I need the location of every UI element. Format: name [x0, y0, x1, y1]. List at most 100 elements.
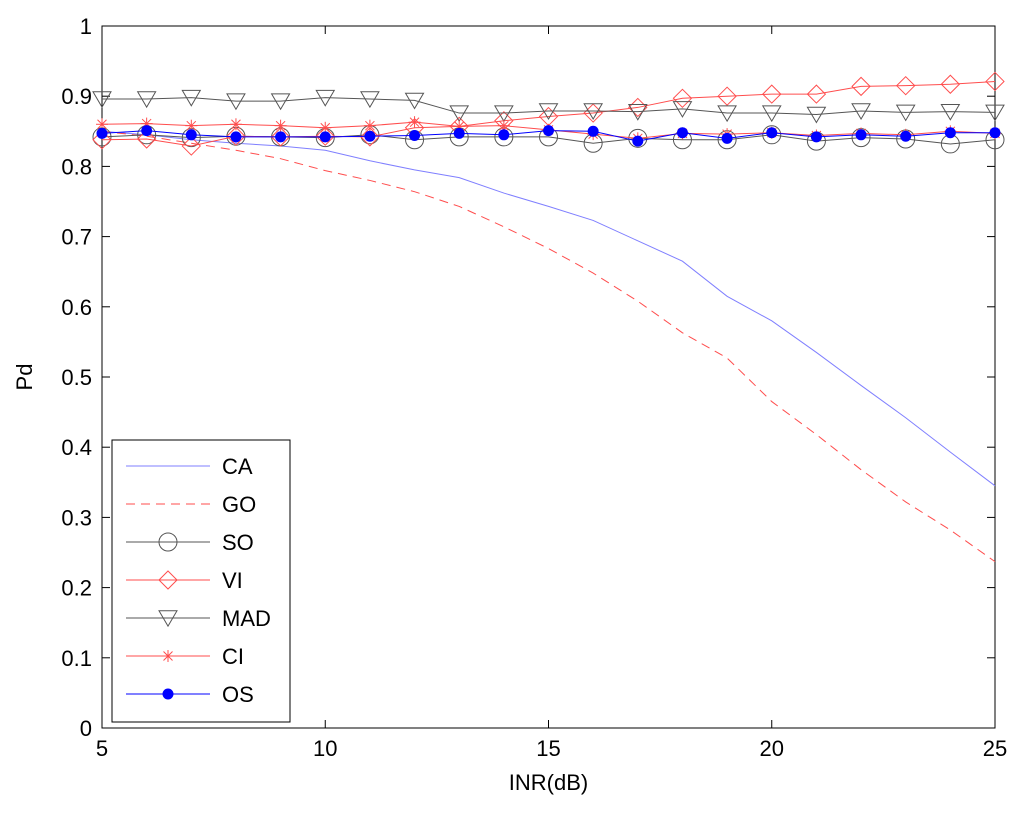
data-point-ci	[274, 119, 287, 132]
data-point-vi	[672, 88, 693, 109]
data-point-os	[498, 129, 510, 141]
legend-marker-so	[158, 532, 178, 552]
data-point-mad	[92, 91, 112, 109]
y-tick-label: 0.2	[61, 576, 92, 601]
series-line-mad	[102, 97, 996, 115]
data-point-mad	[895, 104, 916, 122]
y-tick-label: 0.1	[61, 646, 92, 671]
legend-box	[111, 439, 291, 723]
data-point-os	[810, 131, 822, 143]
data-point-vi	[360, 127, 380, 147]
legend-marker-os	[162, 688, 174, 700]
data-point-os	[587, 125, 599, 137]
data-point-vi	[985, 71, 1005, 92]
series-ca	[101, 130, 996, 487]
data-point-vi	[940, 74, 961, 94]
data-point-os	[944, 127, 956, 139]
data-point-mad	[449, 105, 470, 123]
legend-label-so: SO	[222, 530, 254, 555]
data-point-os	[676, 127, 688, 139]
data-point-mad	[583, 103, 604, 121]
data-point-mad	[226, 93, 246, 111]
data-point-vi	[226, 126, 246, 146]
y-tick-label: 1	[80, 14, 92, 39]
y-tick-label: 0.9	[61, 84, 92, 109]
legend-marker-mad	[158, 610, 178, 628]
series-go	[101, 130, 996, 563]
data-point-vi	[92, 130, 112, 150]
data-point-so	[628, 128, 648, 148]
data-point-os	[96, 127, 108, 139]
y-tick-label: 0.6	[61, 295, 92, 320]
data-point-vi	[583, 103, 603, 123]
data-point-mad	[493, 105, 514, 123]
data-point-mad	[985, 104, 1005, 122]
data-point-mad	[806, 106, 827, 124]
data-point-mad	[761, 105, 782, 123]
data-point-vi	[806, 84, 827, 104]
axis-ticks: 5 10 15 20 25 0 0.1 0.2 0.3 0.4 0.5 0.6 0.7 0.8 0.9 1	[61, 14, 1007, 761]
data-point-vi	[762, 84, 782, 104]
data-point-os	[855, 129, 867, 141]
data-point-os	[141, 125, 153, 137]
data-point-mad	[270, 93, 291, 111]
legend-label-ca: CA	[222, 454, 253, 479]
data-point-os	[721, 132, 733, 144]
data-point-vi	[136, 129, 157, 149]
data-point-ci	[408, 116, 421, 129]
series-mad	[92, 89, 1005, 124]
data-point-os	[364, 130, 376, 142]
data-point-os	[453, 127, 465, 139]
data-point-mad	[538, 103, 559, 121]
legend-label-ci: CI	[222, 644, 244, 669]
data-point-os	[900, 130, 912, 142]
data-point-vi	[315, 126, 335, 146]
x-tick-label: 10	[313, 736, 337, 761]
data-point-vi	[851, 76, 871, 97]
data-point-mad	[717, 105, 737, 123]
y-tick-label: 0.5	[61, 365, 92, 390]
legend-label-os: OS	[222, 682, 254, 707]
data-point-ci	[363, 119, 376, 132]
legend: CA GO SO VI MAD CI OS	[111, 439, 291, 723]
series-os	[96, 125, 1001, 147]
y-tick-label: 0.8	[61, 154, 92, 179]
data-point-mad	[404, 92, 425, 110]
y-tick-label: 0.7	[61, 225, 92, 250]
data-point-os	[319, 131, 331, 143]
legend-label-go: GO	[222, 492, 256, 517]
data-point-os	[275, 131, 287, 143]
y-tick-label: 0.3	[61, 505, 92, 530]
x-tick-label: 25	[983, 736, 1007, 761]
legend-marker-vi	[158, 570, 178, 590]
data-point-ci	[229, 118, 242, 131]
x-tick-label: 5	[96, 736, 108, 761]
data-point-mad	[181, 89, 202, 107]
data-point-vi	[717, 86, 737, 106]
data-point-vi	[181, 136, 202, 156]
data-point-mad	[851, 103, 871, 121]
data-point-mad	[627, 103, 648, 121]
data-point-mad	[360, 91, 380, 109]
legend-label-vi: VI	[222, 568, 243, 593]
data-point-mad	[136, 91, 157, 109]
data-point-os	[766, 127, 778, 139]
data-point-mad	[315, 89, 336, 107]
data-point-mad	[940, 103, 961, 121]
y-tick-label: 0.4	[61, 435, 92, 460]
y-tick-label: 0	[80, 716, 92, 741]
data-point-vi	[270, 127, 291, 147]
legend-marker-ci	[162, 650, 174, 662]
y-axis-label: Pd	[12, 364, 37, 391]
data-point-os	[543, 125, 554, 137]
data-point-vi	[895, 75, 916, 96]
series-layer	[92, 71, 1005, 563]
series-line-go	[101, 130, 996, 563]
data-point-os	[409, 130, 421, 142]
series-line-ca	[101, 130, 996, 487]
x-tick-label: 15	[536, 736, 560, 761]
data-point-so	[762, 125, 782, 145]
x-axis-label: INR(dB)	[509, 770, 588, 795]
x-tick-label: 20	[760, 736, 784, 761]
